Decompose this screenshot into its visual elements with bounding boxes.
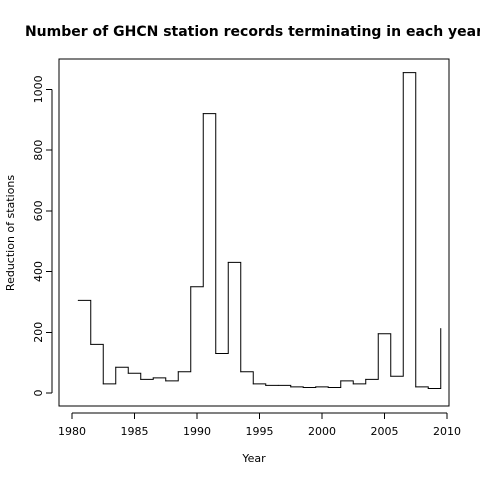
plot-frame bbox=[58, 58, 450, 407]
data-point bbox=[90, 343, 92, 345]
data-point bbox=[190, 286, 192, 288]
x-tick-label: 1995 bbox=[246, 425, 274, 438]
y-axis: 0 200 400 600 800 1000 bbox=[32, 75, 53, 397]
data-point bbox=[340, 380, 342, 382]
data-point bbox=[440, 328, 442, 330]
data-point bbox=[177, 371, 179, 373]
x-tick-label: 1980 bbox=[58, 425, 86, 438]
data-point bbox=[77, 299, 79, 301]
x-axis: 1980 1985 1990 1995 2000 2005 2010 bbox=[58, 412, 461, 438]
data-point bbox=[290, 386, 292, 388]
data-point bbox=[252, 383, 254, 385]
y-tick-label: 1000 bbox=[32, 75, 45, 103]
data-point bbox=[202, 113, 204, 115]
y-axis-title: Reduction of stations bbox=[4, 175, 17, 291]
x-tick-label: 1985 bbox=[121, 425, 149, 438]
data-point bbox=[390, 375, 392, 377]
y-tick-label: 0 bbox=[32, 390, 45, 397]
data-point bbox=[227, 261, 229, 263]
data-point bbox=[402, 72, 404, 74]
data-point bbox=[352, 383, 354, 385]
data-point bbox=[265, 384, 267, 386]
data-point bbox=[115, 366, 117, 368]
data-point bbox=[152, 377, 154, 379]
data-point bbox=[277, 384, 279, 386]
y-tick-label: 400 bbox=[32, 261, 45, 282]
data-point bbox=[215, 353, 217, 355]
data-point bbox=[415, 386, 417, 388]
station-reduction-step-line bbox=[78, 72, 442, 389]
data-point bbox=[427, 387, 429, 389]
x-axis-title: Year bbox=[241, 452, 266, 465]
data-point bbox=[377, 333, 379, 335]
x-tick-label: 2010 bbox=[433, 425, 461, 438]
data-point bbox=[127, 372, 129, 374]
x-tick-label: 2000 bbox=[308, 425, 336, 438]
y-tick-label: 200 bbox=[32, 322, 45, 343]
data-point bbox=[365, 378, 367, 380]
x-tick-label: 1990 bbox=[183, 425, 211, 438]
data-point bbox=[327, 387, 329, 389]
y-tick-label: 600 bbox=[32, 200, 45, 221]
data-point bbox=[140, 378, 142, 380]
data-point bbox=[165, 380, 167, 382]
chart-title: Number of GHCN station records terminati… bbox=[25, 24, 480, 40]
x-tick-label: 2005 bbox=[371, 425, 399, 438]
data-point bbox=[302, 387, 304, 389]
y-tick-label: 800 bbox=[32, 140, 45, 161]
data-point bbox=[102, 383, 104, 385]
data-point bbox=[315, 386, 317, 388]
data-point bbox=[240, 371, 242, 373]
